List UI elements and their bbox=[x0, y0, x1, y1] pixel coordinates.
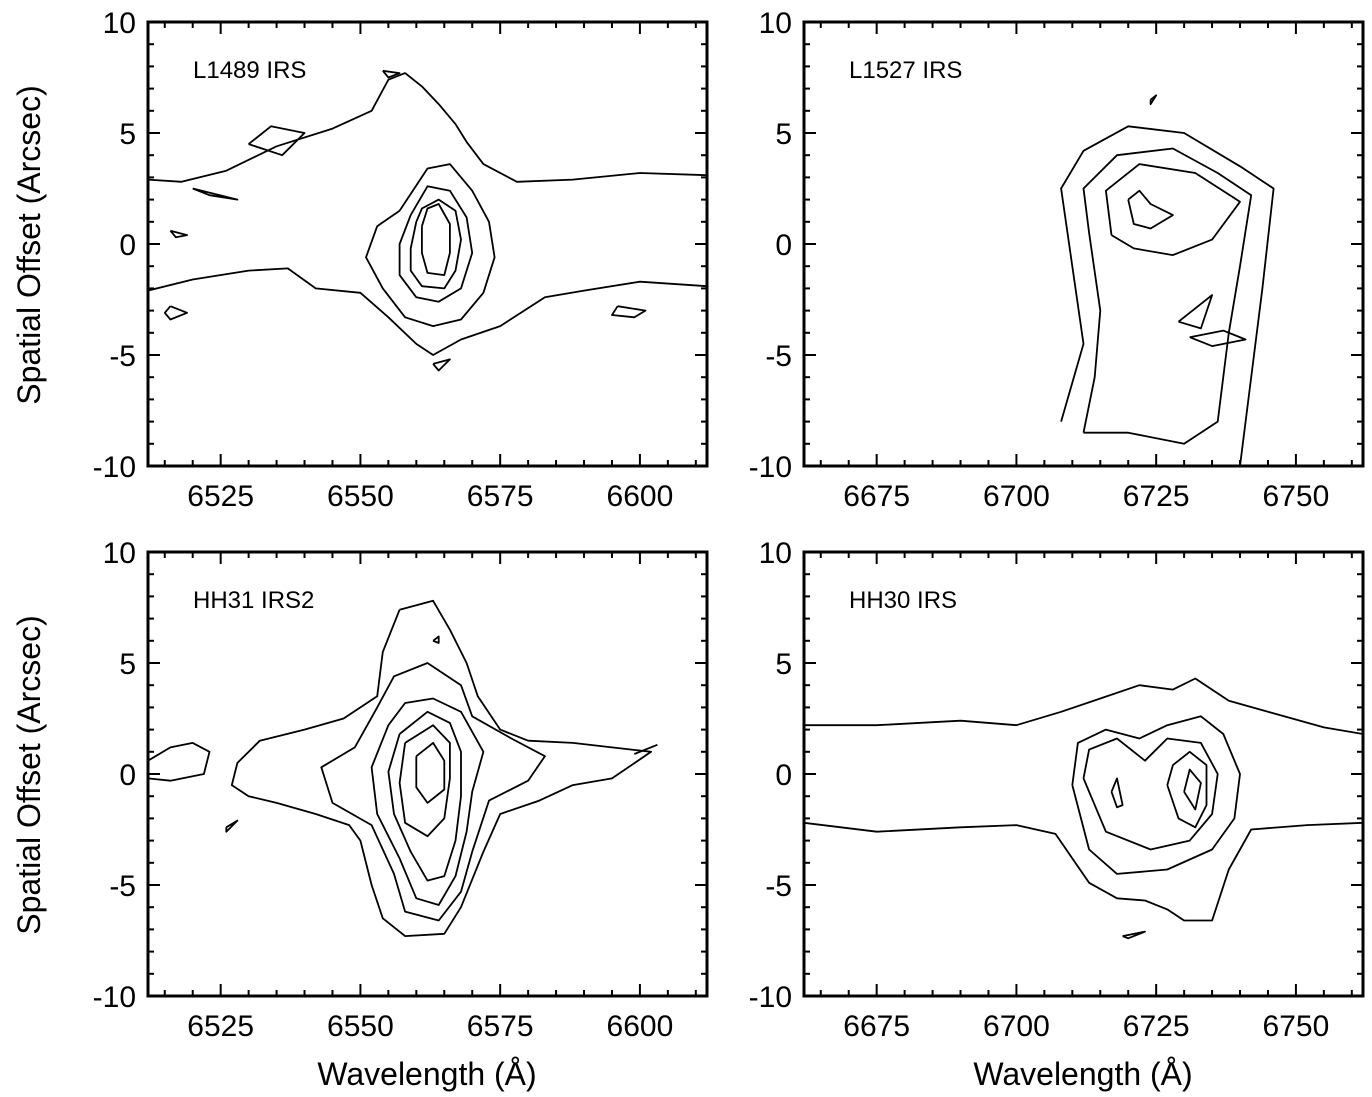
y-tick-label: 10 bbox=[103, 537, 136, 570]
contour-line bbox=[1149, 94, 1158, 105]
x-tick-label: 6575 bbox=[467, 1010, 534, 1043]
panel-2: 6675 6700 6725 6750 -10 -5 0 5 10 L1527 IRS bbox=[749, 7, 1365, 513]
x-tick-label: 6575 bbox=[467, 480, 534, 513]
y-tick-label: -5 bbox=[109, 340, 136, 373]
x-tick-label: 6675 bbox=[843, 1010, 910, 1043]
contour-line bbox=[248, 125, 306, 157]
panel-3: 6525 6550 6575 6600 -10 -5 0 5 10 HH31 IRS2 bbox=[93, 537, 709, 1043]
y-axis-label-top: Spatial Offset (Arcsec) bbox=[11, 85, 47, 405]
y-tick-label: -5 bbox=[109, 870, 136, 903]
contour-line bbox=[421, 203, 451, 276]
contour-line bbox=[1105, 163, 1241, 256]
x-tick-label: 6600 bbox=[607, 1010, 674, 1043]
contour-line bbox=[365, 163, 496, 327]
y-tick-label: 10 bbox=[759, 537, 792, 570]
contour-line bbox=[1110, 777, 1124, 809]
contour-group bbox=[1060, 94, 1275, 466]
contour-line bbox=[1082, 737, 1219, 851]
y-tick-label: 5 bbox=[119, 118, 136, 151]
y-axis-label-bottom: Spatial Offset (Arcsec) bbox=[11, 615, 47, 935]
x-tick-label: 6675 bbox=[843, 480, 910, 513]
contour-line bbox=[432, 358, 451, 372]
contour-line bbox=[370, 697, 485, 906]
y-tick-label: 0 bbox=[119, 229, 136, 262]
x-tick-label: 6550 bbox=[327, 480, 394, 513]
contour-line bbox=[804, 821, 1363, 922]
contour-line bbox=[163, 305, 188, 321]
panel-1: 6525 6550 6575 6600 -10 -5 0 5 10 L1489 IRS bbox=[93, 7, 709, 513]
contour-line bbox=[320, 662, 546, 922]
contour-line bbox=[169, 229, 188, 239]
y-tick-label: 0 bbox=[775, 229, 792, 262]
panel-annotation: L1489 IRS bbox=[193, 57, 306, 84]
y-tick-label: -10 bbox=[93, 981, 136, 1014]
contour-line bbox=[432, 635, 440, 644]
x-axis-label-left: Wavelength (Å) bbox=[317, 1056, 536, 1092]
y-tick-label: 5 bbox=[119, 648, 136, 681]
contour-line bbox=[398, 724, 451, 838]
contour-line bbox=[1071, 715, 1241, 875]
contour-line bbox=[387, 710, 462, 882]
panel-annotation: HH31 IRS2 bbox=[193, 587, 314, 614]
contour-line bbox=[148, 742, 211, 782]
y-tick-label: -10 bbox=[749, 981, 792, 1014]
contour-line bbox=[1189, 329, 1247, 347]
contour-group bbox=[148, 599, 658, 937]
contour-line bbox=[633, 744, 658, 755]
contour-line bbox=[1127, 189, 1174, 230]
x-tick-label: 6550 bbox=[327, 1010, 394, 1043]
x-tick-label: 6700 bbox=[983, 1010, 1050, 1043]
x-tick-label: 6725 bbox=[1123, 480, 1190, 513]
contour-line bbox=[1166, 750, 1208, 829]
y-tick-label: 5 bbox=[775, 648, 792, 681]
contour-line bbox=[1177, 294, 1213, 330]
plot-frame bbox=[146, 550, 709, 998]
contour-line bbox=[409, 198, 462, 290]
y-tick-label: 0 bbox=[775, 759, 792, 792]
y-tick-label: 10 bbox=[103, 7, 136, 40]
contour-line bbox=[1082, 147, 1253, 445]
plot-frame bbox=[802, 20, 1365, 468]
x-tick-label: 6600 bbox=[607, 480, 674, 513]
contour-line bbox=[1060, 125, 1275, 466]
x-tick-label: 6700 bbox=[983, 480, 1050, 513]
contour-line bbox=[192, 187, 239, 201]
contour-line bbox=[230, 599, 652, 937]
panel-annotation: HH30 IRS bbox=[849, 587, 957, 614]
y-tick-label: 10 bbox=[759, 7, 792, 40]
contour-line bbox=[1122, 930, 1146, 940]
contour-line bbox=[148, 267, 707, 356]
contour-line bbox=[1183, 768, 1202, 811]
contour-line bbox=[415, 742, 446, 804]
x-tick-label: 6750 bbox=[1263, 1010, 1330, 1043]
x-tick-label: 6525 bbox=[187, 480, 254, 513]
contour-line bbox=[225, 819, 239, 833]
y-tick-label: 0 bbox=[119, 759, 136, 792]
panel-annotation: L1527 IRS bbox=[849, 57, 962, 84]
contour-line bbox=[611, 305, 647, 319]
contour-line bbox=[148, 72, 707, 183]
y-tick-label: -5 bbox=[765, 340, 792, 373]
contour-group bbox=[148, 69, 707, 372]
panel-4: 6675 6700 6725 6750 -10 -5 0 5 10 HH30 IRS bbox=[749, 537, 1365, 1043]
y-tick-label: -10 bbox=[749, 451, 792, 484]
y-tick-label: -10 bbox=[93, 451, 136, 484]
contour-line bbox=[382, 69, 401, 79]
x-tick-label: 6750 bbox=[1263, 480, 1330, 513]
plot-frame bbox=[146, 20, 709, 468]
y-tick-label: -5 bbox=[765, 870, 792, 903]
x-axis-label-right: Wavelength (Å) bbox=[973, 1056, 1192, 1092]
x-tick-label: 6725 bbox=[1123, 1010, 1190, 1043]
contour-line bbox=[398, 185, 474, 303]
contour-line bbox=[804, 677, 1363, 735]
y-tick-label: 5 bbox=[775, 118, 792, 151]
contour-group bbox=[804, 677, 1363, 940]
x-tick-label: 6525 bbox=[187, 1010, 254, 1043]
